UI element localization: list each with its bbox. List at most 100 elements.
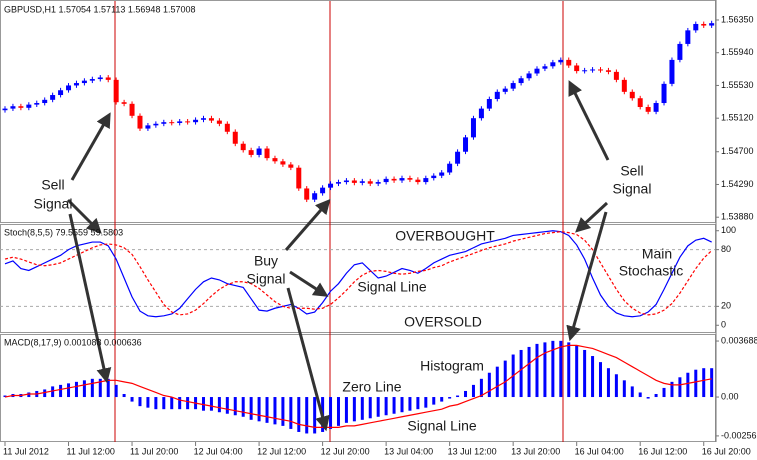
arrow bbox=[568, 80, 610, 161]
candle-body bbox=[42, 99, 48, 104]
histogram-bar bbox=[384, 397, 388, 416]
histogram-bar bbox=[416, 397, 420, 410]
candle-body bbox=[185, 121, 191, 123]
histogram-bar bbox=[646, 397, 650, 399]
candle-body bbox=[240, 143, 246, 151]
histogram-bar bbox=[154, 397, 158, 410]
candle-body bbox=[351, 180, 357, 183]
histogram-bar bbox=[543, 342, 547, 398]
histogram-bar bbox=[424, 397, 428, 408]
candle-body bbox=[391, 178, 397, 181]
histogram-bar bbox=[98, 378, 102, 398]
histogram-bar bbox=[503, 360, 507, 398]
histogram-bar bbox=[606, 368, 610, 398]
candle-body bbox=[415, 179, 421, 183]
arrow bbox=[68, 213, 112, 384]
candle-body bbox=[145, 125, 151, 129]
histogram-bar bbox=[241, 397, 245, 417]
histogram-bar bbox=[535, 343, 539, 398]
annotation: Histogram bbox=[420, 358, 484, 374]
histogram-bar bbox=[432, 397, 436, 405]
histogram-bar bbox=[559, 340, 563, 398]
candle-body bbox=[399, 178, 405, 181]
candle-body bbox=[89, 79, 95, 81]
y-tick-label: 1.54700 bbox=[721, 146, 754, 156]
x-tick-label: 13 Jul 20:00 bbox=[511, 446, 560, 456]
y-tick-label: 1.55530 bbox=[721, 80, 754, 90]
candle-body bbox=[518, 78, 524, 84]
histogram-bar bbox=[376, 397, 380, 417]
histogram-bar bbox=[82, 380, 86, 398]
histogram-bar bbox=[217, 397, 221, 413]
candle-body bbox=[494, 91, 500, 100]
histogram-bar bbox=[583, 349, 587, 398]
candle-body bbox=[359, 181, 365, 183]
candle-body bbox=[431, 175, 437, 179]
macd-title: MACD(8,17,9) 0.001088 0.000636 bbox=[4, 337, 142, 347]
annotation: Signal bbox=[247, 271, 286, 287]
histogram-bar bbox=[702, 368, 706, 398]
candle-body bbox=[296, 167, 302, 189]
histogram-bar bbox=[487, 372, 491, 398]
annotation: Sell bbox=[620, 163, 643, 179]
histogram-bar bbox=[551, 340, 555, 398]
annotation: Zero Line bbox=[342, 379, 401, 395]
annotation: Signal Line bbox=[407, 418, 476, 434]
candle-body bbox=[97, 77, 103, 80]
candle-body bbox=[542, 66, 548, 69]
histogram-bar bbox=[599, 362, 603, 398]
histogram-bar bbox=[138, 397, 142, 407]
y-tick-label: 100 bbox=[721, 225, 736, 235]
candle-body bbox=[304, 188, 310, 200]
candle-body bbox=[510, 83, 516, 89]
y-tick-label: 1.55940 bbox=[721, 47, 754, 57]
arrow bbox=[66, 198, 102, 234]
candle-body bbox=[256, 148, 262, 155]
series-line bbox=[4, 344, 712, 428]
candle-body bbox=[169, 122, 175, 124]
candle-body bbox=[367, 181, 373, 184]
annotation: Signal bbox=[613, 181, 652, 197]
candle-body bbox=[34, 103, 40, 105]
candle-body bbox=[383, 178, 389, 183]
histogram-bar bbox=[392, 397, 396, 414]
candle-body bbox=[272, 158, 278, 162]
histogram-bar bbox=[3, 395, 7, 398]
histogram-bar bbox=[146, 397, 150, 408]
candle-body bbox=[280, 161, 286, 165]
x-tick-label: 16 Jul 20:00 bbox=[702, 446, 751, 456]
histogram-bar bbox=[654, 393, 658, 398]
histogram-bar bbox=[329, 397, 333, 429]
histogram-bar bbox=[575, 345, 579, 398]
histogram-bar bbox=[495, 366, 499, 398]
histogram-bar bbox=[336, 397, 340, 426]
histogram-bar bbox=[51, 386, 55, 398]
histogram-bar bbox=[202, 397, 206, 411]
annotation: Main bbox=[642, 246, 672, 262]
histogram-bar bbox=[74, 381, 78, 398]
y-tick-label: 1.56350 bbox=[721, 14, 754, 24]
candle-body bbox=[605, 70, 611, 72]
histogram-bar bbox=[479, 378, 483, 398]
histogram-bar bbox=[233, 397, 237, 416]
histogram-bar bbox=[186, 397, 190, 410]
histogram-bar bbox=[686, 372, 690, 398]
histogram-bar bbox=[114, 384, 118, 398]
y-tick-label: 80 bbox=[721, 244, 731, 254]
candle-body bbox=[208, 118, 214, 121]
x-tick-label: 11 Jul 12:00 bbox=[67, 446, 115, 456]
candle-body bbox=[685, 30, 691, 44]
candle-body bbox=[582, 70, 588, 72]
histogram-bar bbox=[130, 397, 134, 402]
y-tick-label: 0.003688 bbox=[721, 335, 757, 345]
histogram-bar bbox=[408, 397, 412, 411]
x-tick-label: 13 Jul 12:00 bbox=[448, 446, 497, 456]
candle-body bbox=[113, 79, 119, 103]
candle-body bbox=[455, 151, 461, 164]
candle-body bbox=[177, 121, 183, 123]
candle-body bbox=[248, 150, 254, 155]
candle-body bbox=[566, 59, 572, 66]
x-tick-label: 16 Jul 12:00 bbox=[638, 446, 687, 456]
histogram-bar bbox=[400, 397, 404, 413]
candle-body bbox=[328, 183, 334, 188]
